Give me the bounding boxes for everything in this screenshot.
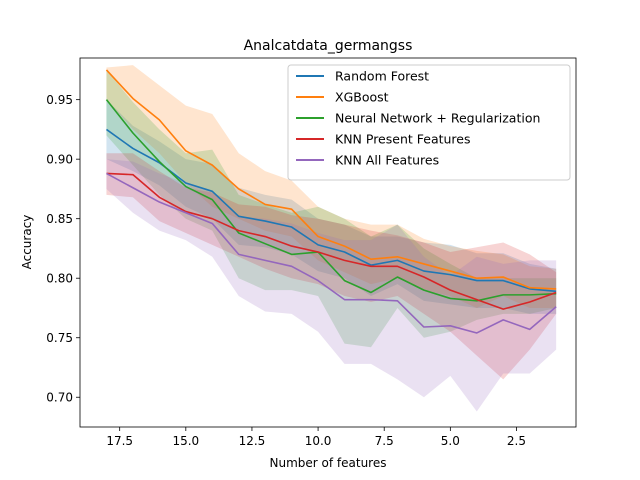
x-tick-label: 17.5 (106, 434, 133, 448)
plot-frame (79, 57, 577, 428)
line-series-0 (105, 128, 557, 293)
legend: Random Forest XGBoost Neural Network + Reg… (287, 64, 571, 181)
legend-label-4: KNN All Features (335, 153, 439, 168)
x-tick-label: 12.5 (239, 434, 266, 448)
line-series-2 (105, 99, 557, 302)
band-series-1 (106, 65, 557, 308)
y-axis-label: Accuracy (20, 215, 34, 270)
y-tick-label: 0.90 (46, 153, 73, 167)
x-tick-label: 5.0 (441, 434, 460, 448)
series-lines (105, 69, 557, 334)
legend-label-3: KNN Present Features (335, 132, 471, 147)
line-series-1 (105, 69, 557, 290)
y-tick-label: 0.85 (46, 212, 73, 226)
x-axis-label: Number of features (270, 456, 387, 470)
line-series-4 (106, 172, 557, 334)
y-tick-label: 0.75 (46, 331, 73, 345)
y-tick-label: 0.70 (46, 391, 73, 405)
x-axis-ticks: 17.5 15.0 12.5 10.0 7.5 5.0 2.5 (106, 427, 526, 448)
legend-label-2: Neural Network + Regularization (335, 111, 540, 126)
line-series-3 (106, 172, 557, 310)
x-tick-label: 10.0 (305, 434, 332, 448)
legend-label-0: Random Forest (335, 69, 429, 84)
y-tick-label: 0.80 (46, 272, 73, 286)
chart-title: Analcatdata_germangss (244, 38, 413, 54)
legend-label-1: XGBoost (335, 90, 389, 105)
y-tick-label: 0.95 (46, 93, 73, 107)
band-series-0 (106, 99, 557, 314)
x-tick-label: 2.5 (507, 434, 526, 448)
y-axis-ticks: 0.70 0.75 0.80 0.85 0.90 0.95 (46, 93, 80, 405)
legend-box (287, 64, 571, 181)
band-series-2 (106, 69, 557, 348)
x-tick-label: 7.5 (375, 434, 394, 448)
x-tick-label: 15.0 (172, 434, 199, 448)
